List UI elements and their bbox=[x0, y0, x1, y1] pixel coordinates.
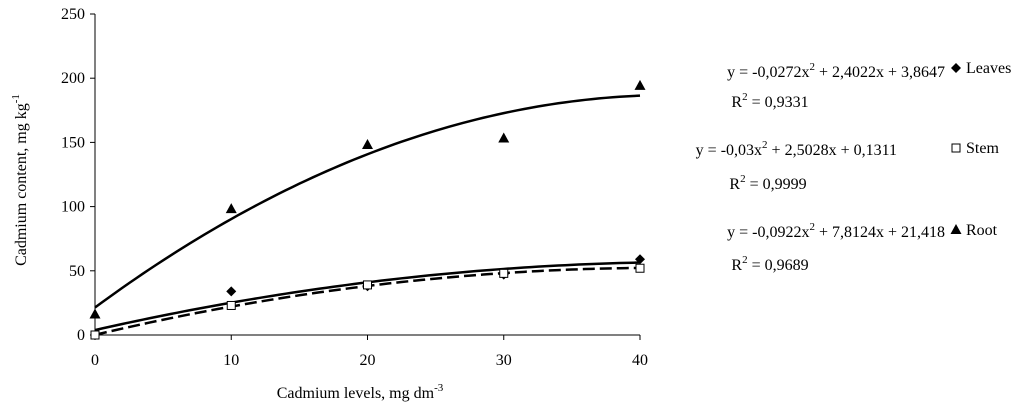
equation-part: 21,418 bbox=[901, 224, 945, 241]
r-squared: R2 = 0,9999 bbox=[729, 173, 806, 193]
r2-part: 2 bbox=[740, 173, 746, 185]
trendline-equation: y = -0,0922x2 + 7,8124x + 21,418 bbox=[727, 221, 945, 241]
equation-part: x + bbox=[876, 224, 901, 241]
equation-part: x + bbox=[876, 64, 901, 81]
x-tick-label: 10 bbox=[223, 352, 239, 369]
trendline bbox=[94, 94, 641, 309]
x-tick-label: 30 bbox=[496, 352, 512, 369]
equation-part: 2 bbox=[809, 221, 815, 233]
legend-marker bbox=[951, 63, 961, 73]
trendline-equation: y = -0,0272x2 + 2,4022x + 3,8647 bbox=[727, 61, 945, 81]
equation-part: x bbox=[801, 64, 809, 81]
trendline bbox=[94, 261, 641, 332]
trendline-equation: y = -0,03x2 + 2,5028x + 0,1311 bbox=[696, 139, 897, 159]
r2-part: 2 bbox=[742, 254, 748, 266]
data-point bbox=[225, 203, 237, 214]
trendline bbox=[94, 266, 641, 337]
r2-part: R bbox=[731, 94, 742, 111]
x-tick-label: 0 bbox=[91, 352, 99, 369]
equation-part: x bbox=[801, 224, 809, 241]
data-point bbox=[89, 308, 101, 319]
y-tick-label: 150 bbox=[61, 134, 85, 151]
legend-marker bbox=[951, 143, 961, 153]
y-axis-title-text: Cadmium content, mg kg bbox=[13, 103, 30, 266]
equation-part: y = bbox=[696, 142, 721, 159]
r-squared: R2 = 0,9689 bbox=[731, 254, 808, 274]
legend-label: Root bbox=[966, 222, 998, 239]
data-point bbox=[226, 286, 237, 297]
equation-part: + bbox=[768, 142, 785, 159]
data-point bbox=[363, 280, 372, 290]
equation-part: 7,8124 bbox=[832, 224, 876, 241]
r2-value: 0,9331 bbox=[765, 94, 809, 111]
data-point bbox=[499, 268, 509, 278]
r-squared: R2 = 0,9331 bbox=[731, 91, 808, 111]
data-point bbox=[635, 254, 645, 265]
y-tick-label: 50 bbox=[69, 263, 85, 280]
r2-part: 2 bbox=[742, 91, 748, 103]
data-point bbox=[498, 132, 510, 143]
r2-part: = bbox=[748, 94, 765, 111]
r2-part: = bbox=[748, 257, 765, 274]
equation-part: x + bbox=[829, 142, 854, 159]
equation-part: -0,0272 bbox=[752, 64, 801, 81]
data-point bbox=[634, 79, 646, 90]
r2-part: = bbox=[746, 176, 763, 193]
equation-part: y = bbox=[727, 224, 752, 241]
equation-part: 0,1311 bbox=[854, 142, 897, 159]
equation-part: 3,8647 bbox=[901, 64, 945, 81]
y-tick-label: 200 bbox=[61, 70, 85, 87]
equation-part: + bbox=[815, 224, 832, 241]
equation-part: 2 bbox=[809, 61, 815, 73]
x-axis-title: Cadmium levels, mg dm-3 bbox=[277, 382, 444, 402]
y-tick-label: 0 bbox=[77, 327, 85, 344]
legend-label: Stem bbox=[966, 140, 999, 157]
equation-part: 2,4022 bbox=[832, 64, 876, 81]
equation-part: x bbox=[754, 142, 762, 159]
x-tick-label: 20 bbox=[360, 352, 376, 369]
r2-part: R bbox=[731, 257, 742, 274]
legend-label: Leaves bbox=[966, 60, 1011, 77]
y-tick-label: 100 bbox=[61, 199, 85, 216]
y-tick-label: 250 bbox=[61, 6, 85, 23]
equation-part: + bbox=[815, 64, 832, 81]
equation-part: -0,03 bbox=[721, 142, 754, 159]
x-axis-title-text: Cadmium levels, mg dm bbox=[277, 385, 435, 402]
y-axis-title: Cadmium content, mg kg-1 bbox=[10, 94, 30, 266]
x-axis-title-sup: -3 bbox=[434, 382, 444, 394]
r2-part: R bbox=[729, 176, 740, 193]
equation-part: 2 bbox=[762, 139, 768, 151]
data-point bbox=[635, 263, 645, 273]
x-tick-label: 40 bbox=[632, 352, 648, 369]
data-point bbox=[90, 330, 100, 340]
y-axis-title-sup: -1 bbox=[10, 94, 22, 103]
equation-part: -0,0922 bbox=[752, 224, 801, 241]
legend-marker bbox=[950, 224, 962, 234]
equation-part: 2,5028 bbox=[785, 142, 829, 159]
r2-value: 0,9999 bbox=[763, 176, 807, 193]
data-point bbox=[362, 138, 373, 149]
r2-value: 0,9689 bbox=[765, 257, 809, 274]
data-point bbox=[226, 300, 236, 310]
equation-part: y = bbox=[727, 64, 752, 81]
